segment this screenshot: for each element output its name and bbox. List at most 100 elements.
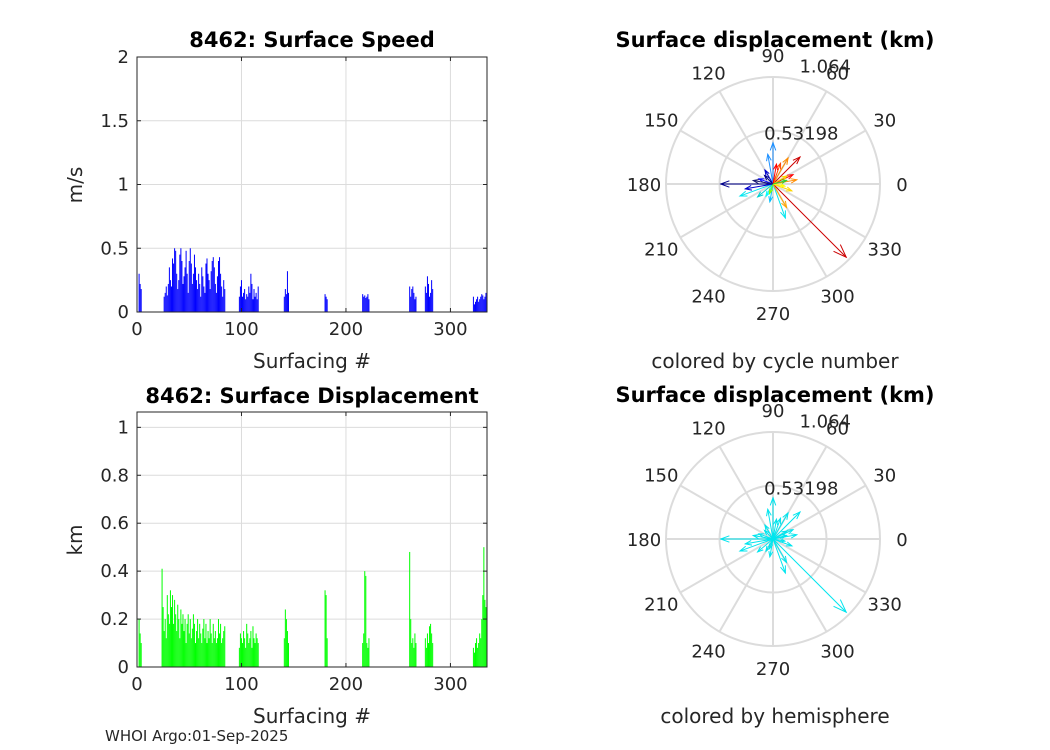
polar-hemisphere-displacement-arrow (772, 530, 788, 540)
footer-stamp: WHOI Argo:01-Sep-2025 (105, 727, 288, 745)
speed-bar (247, 296, 249, 312)
displacement-chart: 8462: Surface Displacement Surfacing # k… (63, 384, 488, 728)
disp-bar (211, 643, 213, 667)
polar-hemisphere-displacement-arrow (772, 511, 801, 540)
speed-bar (167, 283, 169, 312)
disp-bar (482, 595, 484, 667)
displacement-chart-ylabel: km (63, 524, 87, 555)
speed-bar (212, 257, 214, 312)
polar-cycle-arrow-head (756, 191, 764, 198)
speed-bar (367, 294, 369, 312)
speed-x-tick-label: 200 (329, 319, 363, 340)
polar-cycle-angle-label: 60 (826, 63, 849, 84)
polar-hemisphere-arrow-head (779, 538, 787, 543)
speed-bar (224, 289, 226, 312)
polar-hemisphere-displacement-arrow (753, 535, 774, 540)
disp-bar (286, 631, 288, 667)
polar-cycle-angle-label: 90 (762, 46, 785, 67)
disp-bar (182, 614, 184, 667)
disp-bar (188, 633, 190, 667)
disp-bar (240, 638, 242, 667)
disp-bar (180, 609, 182, 667)
speed-bar (483, 299, 485, 312)
polar-hemisphere-displacement-arrow (772, 538, 785, 542)
speed-bar (197, 289, 199, 312)
speed-bar (245, 299, 247, 312)
polar-hemisphere-arrow-head (766, 507, 772, 517)
disp-bar (205, 623, 207, 667)
speed-bar (221, 286, 223, 312)
disp-plot-area (137, 412, 487, 667)
polar-cycle-arrow-head (785, 186, 794, 192)
disp-bar (213, 638, 215, 667)
disp-bar (325, 595, 327, 667)
speed-bar (166, 295, 168, 312)
disp-axes-box (136, 411, 488, 668)
disp-bar (215, 643, 217, 667)
displacement-chart-title: 8462: Surface Displacement (145, 384, 478, 408)
speed-bar (481, 294, 483, 312)
speed-bar (201, 267, 203, 312)
polar-cycle-arrow-head (763, 174, 770, 181)
speed-bar (207, 273, 209, 312)
disp-bar (249, 638, 251, 667)
polar-hemisphere-displacement-arrow (772, 518, 782, 540)
speed-bar (190, 263, 192, 312)
disp-bar (412, 638, 414, 667)
disp-bar (207, 631, 209, 667)
speed-x-tick-label: 300 (433, 319, 467, 340)
speed-bar (175, 250, 177, 312)
disp-bar (250, 631, 252, 667)
disp-bar (139, 633, 141, 667)
disp-bar (216, 638, 218, 667)
polar-cycle-arrow-head (773, 162, 779, 171)
polar-hemisphere-angle-label: 240 (691, 642, 725, 663)
speed-bar (476, 299, 478, 312)
disp-bar (477, 647, 479, 667)
disp-bar (368, 638, 370, 667)
disp-y-tick-label: 0 (118, 657, 129, 678)
disp-bar (179, 638, 181, 667)
disp-bar (253, 638, 255, 667)
disp-bar (224, 626, 226, 667)
disp-bar (176, 631, 178, 667)
polar-hemisphere-angle-label: 330 (868, 595, 902, 616)
polar-cycle-arrow-head (781, 179, 789, 184)
disp-bar (138, 619, 140, 667)
speed-bar (286, 271, 288, 312)
speed-bar (185, 250, 187, 312)
speed-bar (363, 296, 365, 312)
speed-bar (220, 273, 222, 312)
speed-bar (325, 296, 327, 312)
speed-bar (250, 273, 252, 312)
disp-bar (219, 633, 221, 667)
speed-chart: 8462: Surface Speed Surfacing # m/s 0 100… (63, 28, 488, 373)
disp-bar (199, 623, 201, 667)
polar-hemisphere-angle-label: 150 (644, 466, 678, 487)
disp-bar (427, 643, 429, 667)
polar-cycle-arrow-head (766, 152, 772, 162)
speed-bar (429, 296, 431, 312)
speed-y-tick-label: 1.5 (100, 111, 129, 132)
disp-bar (483, 547, 485, 667)
disp-bar (475, 643, 477, 667)
polar-hemisphere-displacement-arrow (772, 538, 847, 613)
speed-bar (216, 276, 218, 312)
polar-hemisphere-angle-label: 30 (873, 466, 896, 487)
polar-cycle-arrow-head (780, 210, 786, 220)
polar-cycle-arrow-head (769, 188, 774, 195)
speed-chart-xlabel: Surfacing # (253, 349, 371, 373)
polar-cycle-arrow-head (833, 244, 848, 259)
polar-cycle-displacement-arrow (769, 183, 774, 194)
polar-cycle-displacement-arrow (772, 157, 789, 185)
speed-bar (365, 297, 367, 312)
speed-bar (164, 292, 166, 312)
disp-x-tick-label: 0 (131, 674, 142, 695)
polar-cycle-spoke (772, 183, 867, 239)
disp-bar (190, 638, 192, 667)
disp-bar (163, 631, 165, 667)
speed-bar (184, 267, 186, 312)
speed-bar (139, 283, 141, 312)
polar-hemisphere-displacement-arrow (772, 519, 777, 540)
polar-cycle-radius-label: 0.53198 (764, 124, 838, 145)
